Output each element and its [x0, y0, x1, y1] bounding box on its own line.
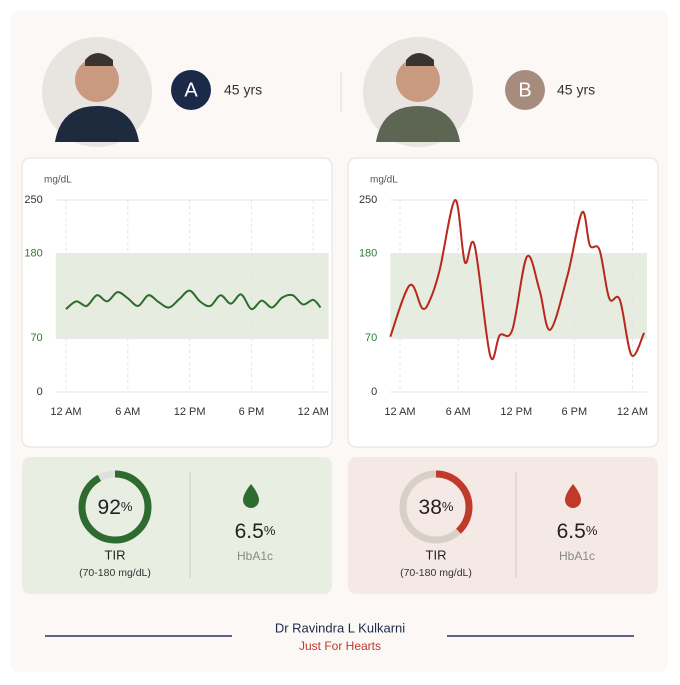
hba1c-number: 6.5: [557, 520, 586, 543]
glucose-line: [65, 289, 322, 311]
tir-value: 92%: [98, 496, 133, 519]
tir-range: (70-180 mg/dL): [400, 567, 472, 579]
age: 45 yrs: [224, 82, 262, 98]
x-tick-label: 6 PM: [239, 406, 265, 418]
y-tick-label: 180: [24, 248, 42, 260]
tir-unit: %: [442, 499, 454, 514]
y-tick-label: 250: [24, 194, 42, 206]
x-tick-label: 12 AM: [384, 406, 415, 418]
y-tick-label: 180: [359, 248, 377, 260]
footer-subtitle: Just For Hearts: [299, 639, 381, 653]
tir-number: 38: [419, 496, 442, 519]
badge-label: A: [184, 79, 198, 101]
badge: [505, 70, 545, 110]
drop-icon: [565, 484, 581, 508]
hba1c-value: 6.5%: [557, 520, 598, 543]
tir-label: TIR: [105, 547, 126, 562]
y-tick-label: 250: [359, 194, 377, 206]
tir-ring: [78, 470, 152, 544]
hba1c-value: 6.5%: [235, 520, 276, 543]
glucose-line: [389, 198, 646, 360]
tir-range: (70-180 mg/dL): [79, 567, 151, 579]
y-axis-label: mg/dL: [370, 175, 398, 186]
x-tick-label: 12 AM: [617, 406, 648, 418]
badge: [171, 70, 211, 110]
badge-label: B: [518, 79, 531, 101]
x-tick-label: 12 PM: [500, 406, 532, 418]
y-tick-label: 70: [30, 332, 42, 344]
stats-panel: [22, 457, 332, 594]
tir-ring: [399, 470, 473, 544]
x-tick-label: 6 AM: [115, 406, 140, 418]
hba1c-unit: %: [264, 523, 276, 538]
tir-label: TIR: [426, 547, 447, 562]
tir-unit: %: [121, 499, 133, 514]
age: 45 yrs: [557, 82, 595, 98]
y-tick-label: 0: [371, 386, 377, 398]
drop-icon: [243, 484, 259, 508]
hba1c-label: HbA1c: [237, 549, 273, 563]
hba1c-unit: %: [586, 523, 598, 538]
tir-number: 92: [98, 496, 121, 519]
avatar: [42, 37, 152, 147]
x-tick-label: 12 AM: [298, 406, 329, 418]
footer-name: Dr Ravindra L Kulkarni: [275, 620, 405, 635]
x-tick-label: 12 PM: [174, 406, 206, 418]
hba1c-number: 6.5: [235, 520, 264, 543]
x-tick-label: 6 AM: [446, 406, 471, 418]
y-axis-label: mg/dL: [44, 175, 72, 186]
tir-value: 38%: [419, 496, 454, 519]
y-tick-label: 70: [365, 332, 377, 344]
x-tick-label: 12 AM: [50, 406, 81, 418]
stats-panel: [348, 457, 658, 594]
x-tick-label: 6 PM: [562, 406, 588, 418]
hba1c-label: HbA1c: [559, 549, 595, 563]
y-tick-label: 0: [37, 386, 43, 398]
avatar: [363, 37, 473, 147]
